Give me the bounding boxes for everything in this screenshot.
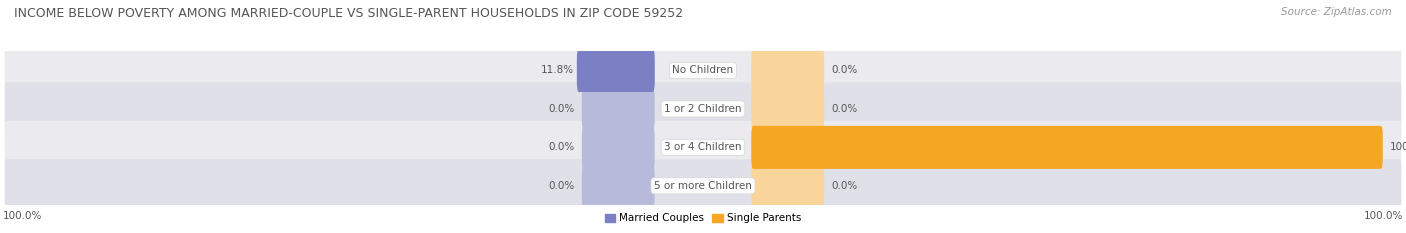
Text: 0.0%: 0.0% xyxy=(832,104,858,114)
FancyBboxPatch shape xyxy=(582,164,655,207)
FancyBboxPatch shape xyxy=(751,49,824,92)
FancyBboxPatch shape xyxy=(576,49,655,92)
FancyBboxPatch shape xyxy=(751,164,824,207)
Text: 3 or 4 Children: 3 or 4 Children xyxy=(664,142,742,152)
FancyBboxPatch shape xyxy=(751,126,1382,169)
FancyBboxPatch shape xyxy=(4,44,1402,97)
FancyBboxPatch shape xyxy=(4,121,1402,174)
FancyBboxPatch shape xyxy=(751,126,824,169)
Text: 0.0%: 0.0% xyxy=(548,104,574,114)
Text: Source: ZipAtlas.com: Source: ZipAtlas.com xyxy=(1281,7,1392,17)
Text: 100.0%: 100.0% xyxy=(1364,211,1403,221)
FancyBboxPatch shape xyxy=(582,126,655,169)
Text: 0.0%: 0.0% xyxy=(832,65,858,75)
Text: 5 or more Children: 5 or more Children xyxy=(654,181,752,191)
Text: 11.8%: 11.8% xyxy=(541,65,574,75)
Text: 0.0%: 0.0% xyxy=(832,181,858,191)
FancyBboxPatch shape xyxy=(751,87,824,130)
FancyBboxPatch shape xyxy=(4,82,1402,135)
Text: INCOME BELOW POVERTY AMONG MARRIED-COUPLE VS SINGLE-PARENT HOUSEHOLDS IN ZIP COD: INCOME BELOW POVERTY AMONG MARRIED-COUPL… xyxy=(14,7,683,20)
FancyBboxPatch shape xyxy=(4,159,1402,212)
Legend: Married Couples, Single Parents: Married Couples, Single Parents xyxy=(600,209,806,227)
Text: 0.0%: 0.0% xyxy=(548,181,574,191)
Text: 0.0%: 0.0% xyxy=(548,142,574,152)
Text: No Children: No Children xyxy=(672,65,734,75)
Text: 1 or 2 Children: 1 or 2 Children xyxy=(664,104,742,114)
Text: 100.0%: 100.0% xyxy=(3,211,42,221)
Text: 100.0%: 100.0% xyxy=(1391,142,1406,152)
FancyBboxPatch shape xyxy=(582,49,655,92)
FancyBboxPatch shape xyxy=(582,87,655,130)
